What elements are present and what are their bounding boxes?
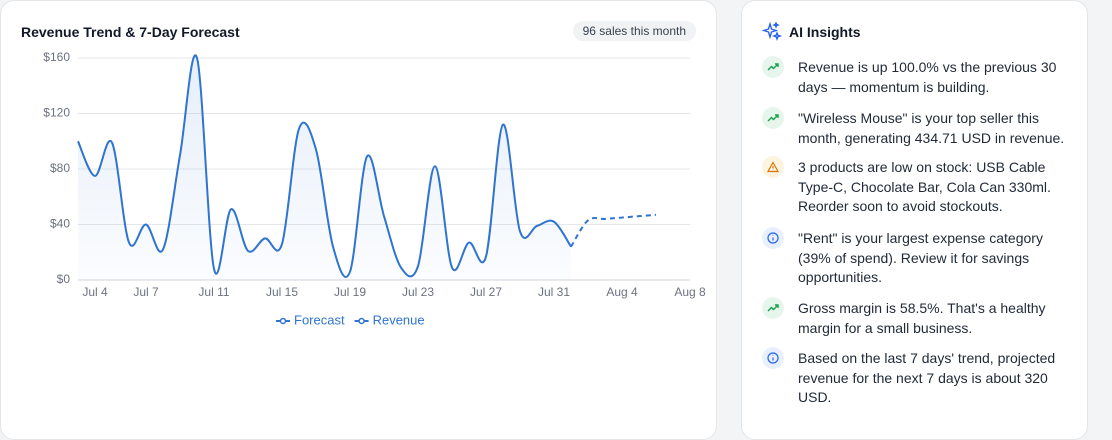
legend-icon bbox=[358, 317, 365, 325]
chart: $0 $40 $80 $120 $160 Jul 4 Jul 7 Jul 11 Jul 15 Ju… bbox=[43, 50, 706, 327]
insight-text: Based on the last 7 days' trend, project… bbox=[798, 350, 1056, 405]
y-tick-label: $40 bbox=[50, 217, 70, 231]
insight-icon bbox=[762, 56, 784, 78]
insight-icon bbox=[762, 297, 784, 319]
insight-text: Gross margin is 58.5%. That's a healthy … bbox=[798, 300, 1046, 336]
y-tick-label: $80 bbox=[50, 161, 70, 175]
x-tick-label: Jul 15 bbox=[266, 285, 298, 299]
x-tick-label: Jul 19 bbox=[334, 285, 366, 299]
chart-card: Revenue Trend & 7-Day Forecast 96 sales … bbox=[0, 0, 717, 440]
x-tick-label: Jul 27 bbox=[470, 285, 502, 299]
insight-text: "Rent" is your largest expense category … bbox=[798, 230, 1043, 285]
sales-badge: 96 sales this month bbox=[572, 21, 696, 41]
insight-text: "Wireless Mouse" is your top seller this… bbox=[798, 110, 1065, 146]
y-tick-label: $0 bbox=[57, 272, 71, 286]
insight-item: Revenue is up 100.0% vs the previous 30 … bbox=[762, 56, 1072, 97]
x-tick-label: Jul 4 bbox=[82, 285, 108, 299]
x-tick-label: Jul 11 bbox=[198, 285, 229, 299]
legend-icon bbox=[279, 317, 287, 325]
insight-item: 3 products are low on stock: USB Cable T… bbox=[762, 156, 1072, 217]
x-tick-label: Aug 8 bbox=[674, 285, 706, 299]
legend-label: Forecast bbox=[294, 312, 345, 327]
insight-item: "Rent" is your largest expense category … bbox=[762, 227, 1072, 288]
legend-label: Revenue bbox=[373, 312, 425, 327]
sparkle-icon bbox=[762, 22, 782, 42]
insight-item: Based on the last 7 days' trend, project… bbox=[762, 347, 1072, 408]
page: Revenue Trend & 7-Day Forecast 96 sales … bbox=[0, 0, 1088, 440]
insight-text: Revenue is up 100.0% vs the previous 30 … bbox=[798, 59, 1057, 95]
x-tick-label: Jul 23 bbox=[402, 285, 434, 299]
insight-text: 3 products are low on stock: USB Cable T… bbox=[798, 159, 1051, 214]
insights-title: AI Insights bbox=[789, 24, 861, 40]
x-tick-label: Aug 4 bbox=[606, 285, 638, 299]
insight-item: "Wireless Mouse" is your top seller this… bbox=[762, 107, 1072, 148]
area bbox=[78, 55, 571, 280]
y-tick-label: $120 bbox=[43, 106, 70, 120]
insights-card: AI Insights Revenue is up 100.0% vs the … bbox=[741, 0, 1088, 440]
insight-icon bbox=[762, 347, 784, 369]
series-line bbox=[77, 54, 572, 278]
insight-item: Gross margin is 58.5%. That's a healthy … bbox=[762, 297, 1072, 338]
x-tick-label: Jul 31 bbox=[538, 285, 570, 299]
insight-icon bbox=[762, 156, 784, 178]
y-tick-label: $160 bbox=[43, 50, 70, 64]
insight-icon bbox=[762, 227, 784, 249]
insight-icon bbox=[762, 107, 784, 129]
x-tick-label: Jul 7 bbox=[133, 285, 159, 299]
series-line bbox=[570, 213, 657, 248]
chart-title: Revenue Trend & 7-Day Forecast bbox=[21, 24, 240, 40]
